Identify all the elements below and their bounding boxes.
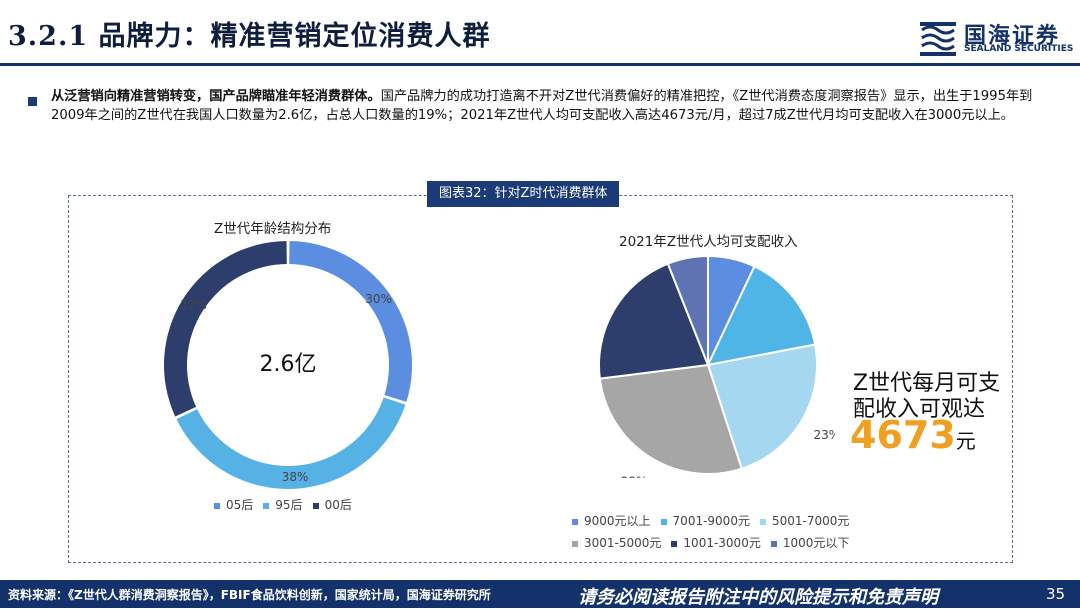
callout-line-1: Z世代每月可支 xyxy=(853,371,1001,396)
donut-legend-swatch-3 xyxy=(312,502,319,509)
pie-slice-5 xyxy=(598,262,710,380)
pie-slice-2 xyxy=(706,265,817,367)
pie-legend-label-4: 3001-5000元 xyxy=(584,536,662,550)
donut-legend-item-3: 00后 xyxy=(312,496,352,513)
callout-line-2: 配收入可观达 xyxy=(853,397,986,422)
pie-legend-swatch-6 xyxy=(770,540,777,547)
bullet-paragraph: 从泛营销向精准营销转变，国产品牌瞄准年轻消费群体。国产品牌力的成功打造离不开对Z… xyxy=(51,88,1051,125)
pie-legend-item-3: 5001-7000元 xyxy=(759,510,850,532)
donut-slice-1 xyxy=(289,241,413,402)
pie-slice-4 xyxy=(598,363,743,475)
page-title: 3.2.1 品牌力：精准营销定位消费人群 xyxy=(8,21,491,52)
donut-legend-label-1: 05后 xyxy=(226,498,254,512)
donut-chart: 30% 38% 32% 2.6亿 xyxy=(164,241,413,489)
donut-slice-2 xyxy=(176,397,406,489)
footer-disclaimer: 请务必阅读报告附注中的风险提示和免责声明 xyxy=(578,587,938,608)
pie-chart: 23% 28% xyxy=(598,254,835,478)
pie-legend-swatch-4 xyxy=(572,540,578,547)
page-number: 35 xyxy=(1046,585,1066,603)
donut-data-label-3: 32% xyxy=(180,298,207,312)
sealand-logo-icon xyxy=(920,22,956,56)
pie-legend-label-6: 1000元以下 xyxy=(782,536,850,550)
pie-legend: 9000元以上 7001-9000元 5001-7000元 3001-5000元 100… xyxy=(572,510,872,554)
callout-value: 4673元 xyxy=(850,413,976,457)
pie-legend-item-2: 7001-9000元 xyxy=(660,510,750,532)
bullet-lead: 从泛营销向精准营销转变，国产品牌瞄准年轻消费群体。 xyxy=(51,89,381,104)
pie-legend-label-1: 9000元以上 xyxy=(584,514,651,528)
pie-legend-item-4: 3001-5000元 xyxy=(572,532,661,554)
pie-legend-swatch-2 xyxy=(660,518,667,525)
brand-logo: 国海证券 SEALAND SECURITIES xyxy=(918,18,1078,58)
pie-slice-3 xyxy=(706,343,818,470)
header-divider xyxy=(0,63,1080,66)
footer-source: 资料来源：《Z世代人群消费洞察报告》，FBIF食品饮料创新，国家统计局，国海证券… xyxy=(8,588,491,602)
brand-name-cn: 国海证券 xyxy=(964,24,1061,49)
donut-data-label-2: 38% xyxy=(282,470,309,484)
donut-legend-item-1: 05后 xyxy=(214,496,253,513)
bullet-marker xyxy=(28,97,37,106)
callout-number: 4673 xyxy=(850,413,956,457)
pie-legend-label-5: 1001-3000元 xyxy=(683,536,761,550)
donut-data-label-1: 30% xyxy=(365,292,392,306)
pie-chart-title: 2021年Z世代人均可支配收入 xyxy=(619,234,798,250)
pie-legend-item-1: 9000元以上 xyxy=(572,510,651,532)
donut-legend-label-2: 95后 xyxy=(275,498,303,512)
pie-legend-label-3: 5001-7000元 xyxy=(771,514,850,528)
pie-legend-item-6: 1000元以下 xyxy=(770,532,850,554)
donut-legend-item-2: 95后 xyxy=(263,496,303,513)
bullet-body: 国产品牌力的成功打造离不开对Z世代消费偏好的精准把控，《Z世代消费态度洞察报告》… xyxy=(51,89,1033,123)
pie-slice-6 xyxy=(666,254,709,366)
brand-name-en: SEALAND SECURITIES xyxy=(964,44,1074,54)
pie-legend-label-2: 7001-9000元 xyxy=(672,514,750,528)
footer-bar: 资料来源：《Z世代人群消费洞察报告》，FBIF食品饮料创新，国家统计局，国海证券… xyxy=(0,580,1080,608)
donut-legend-swatch-2 xyxy=(263,502,270,509)
pie-legend-item-5: 1001-3000元 xyxy=(671,532,761,554)
donut-slice-3 xyxy=(164,241,287,417)
pie-legend-swatch-1 xyxy=(572,518,578,525)
donut-legend-label-3: 00后 xyxy=(324,498,352,512)
donut-legend-swatch-1 xyxy=(214,502,220,509)
figure-label: 图表32：针对Z时代消费群体 xyxy=(427,181,620,207)
callout-unit: 元 xyxy=(955,429,976,453)
donut-legend: 05后 95后 00后 xyxy=(214,496,362,513)
pie-legend-swatch-3 xyxy=(759,518,766,525)
donut-center-label: 2.6亿 xyxy=(260,352,317,377)
pie-legend-swatch-5 xyxy=(671,540,678,547)
pie-data-label-3: 23% xyxy=(813,428,835,442)
donut-chart-title: Z世代年龄结构分布 xyxy=(214,221,332,237)
pie-data-label-4: 28% xyxy=(621,475,648,478)
